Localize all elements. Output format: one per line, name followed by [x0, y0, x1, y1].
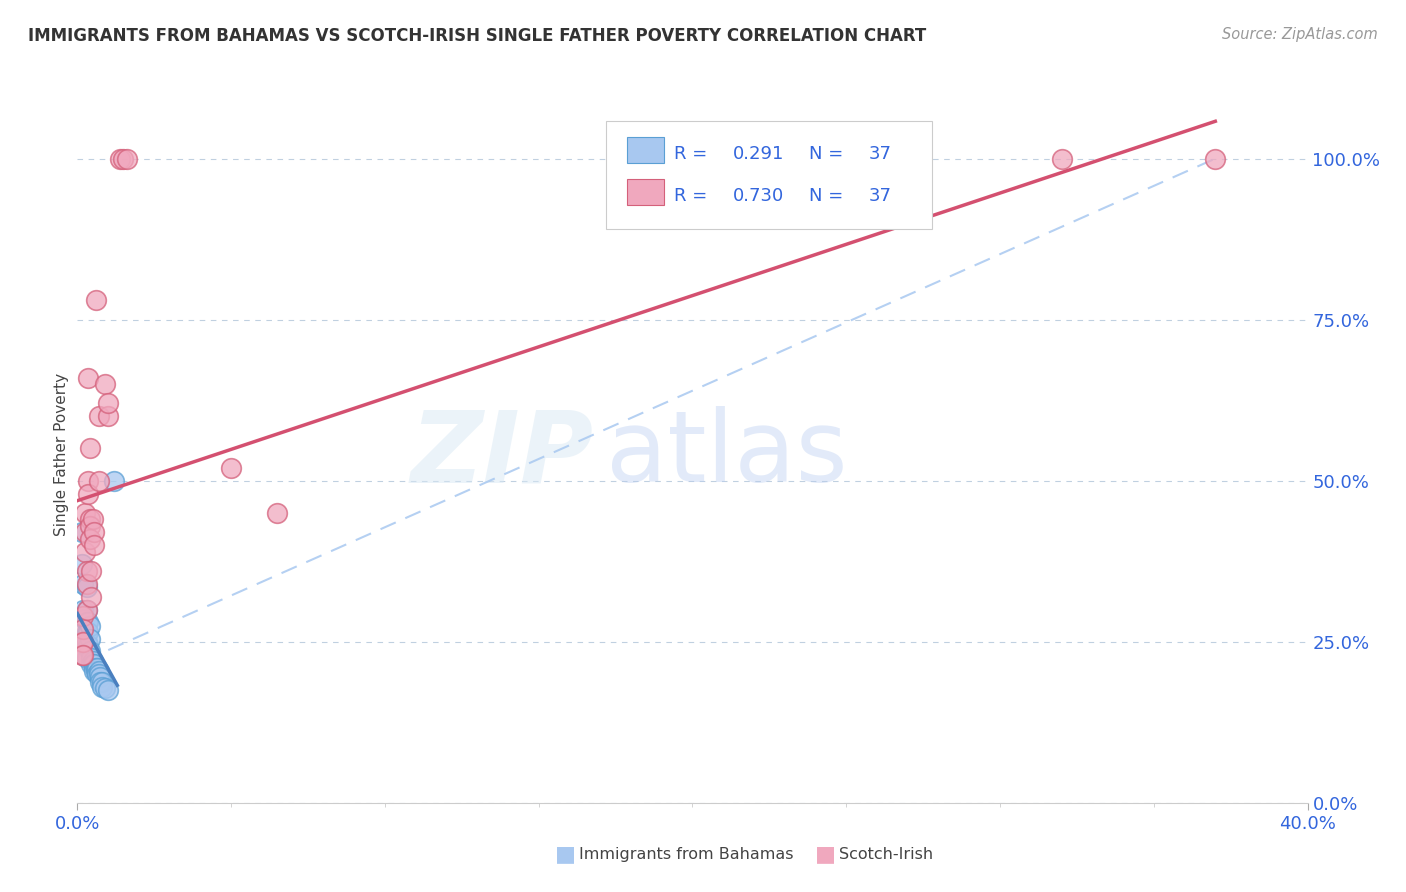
- Point: [70, 525, 93, 540]
- Point: [77, 474, 100, 488]
- FancyBboxPatch shape: [627, 178, 664, 205]
- Point: [1050, 152, 1073, 166]
- Point: [82, 512, 104, 526]
- Point: [76, 580, 98, 594]
- Point: [77, 486, 100, 500]
- Point: [79, 512, 101, 526]
- Point: [79, 632, 101, 646]
- Point: [266, 506, 288, 520]
- Point: [76, 634, 98, 648]
- FancyBboxPatch shape: [606, 121, 932, 229]
- Y-axis label: Single Father Poverty: Single Father Poverty: [53, 374, 69, 536]
- Point: [86, 667, 108, 681]
- Point: [73, 544, 96, 558]
- Text: N =: N =: [810, 145, 849, 163]
- Point: [76, 564, 98, 578]
- Point: [90, 674, 114, 689]
- Point: [77, 638, 100, 652]
- Point: [103, 474, 125, 488]
- Point: [76, 602, 98, 616]
- Point: [72, 634, 94, 648]
- Point: [87, 664, 110, 678]
- Point: [87, 667, 110, 681]
- Point: [84, 664, 107, 678]
- Point: [89, 674, 111, 689]
- Text: atlas: atlas: [606, 407, 848, 503]
- Point: [82, 654, 104, 668]
- Point: [73, 612, 96, 626]
- Point: [72, 622, 94, 636]
- Point: [77, 625, 100, 640]
- Point: [76, 615, 98, 630]
- Point: [76, 641, 98, 656]
- Point: [79, 618, 101, 632]
- Point: [87, 474, 110, 488]
- Point: [84, 660, 107, 674]
- Text: Source: ZipAtlas.com: Source: ZipAtlas.com: [1222, 27, 1378, 42]
- Point: [76, 651, 98, 665]
- Point: [80, 657, 103, 672]
- Text: ■: ■: [555, 845, 576, 864]
- Point: [110, 152, 132, 166]
- Point: [76, 625, 98, 640]
- Point: [90, 680, 114, 694]
- Point: [76, 602, 98, 616]
- Point: [86, 660, 108, 674]
- Text: ZIP: ZIP: [411, 407, 595, 503]
- Text: ■: ■: [815, 845, 837, 864]
- Point: [70, 648, 93, 662]
- Point: [83, 525, 105, 540]
- Point: [70, 634, 93, 648]
- Point: [97, 409, 120, 424]
- Point: [70, 558, 93, 572]
- Point: [89, 670, 111, 684]
- Point: [87, 409, 110, 424]
- Text: 0.291: 0.291: [733, 145, 785, 163]
- Point: [72, 648, 94, 662]
- Text: R =: R =: [673, 145, 713, 163]
- Point: [80, 590, 103, 604]
- Point: [97, 683, 120, 698]
- Point: [94, 377, 117, 392]
- Point: [83, 538, 105, 552]
- Point: [72, 576, 94, 591]
- Point: [219, 460, 242, 475]
- Point: [72, 609, 94, 624]
- Text: N =: N =: [810, 187, 849, 205]
- Point: [79, 532, 101, 546]
- Text: 37: 37: [869, 145, 891, 163]
- Point: [79, 442, 101, 456]
- Point: [79, 644, 101, 658]
- Text: 37: 37: [869, 187, 891, 205]
- Point: [80, 651, 103, 665]
- Point: [77, 615, 100, 630]
- Point: [97, 396, 120, 410]
- Text: Scotch-Irish: Scotch-Irish: [839, 847, 934, 862]
- FancyBboxPatch shape: [627, 137, 664, 163]
- Point: [72, 602, 94, 616]
- Point: [82, 657, 104, 672]
- Point: [83, 657, 105, 672]
- Point: [73, 506, 96, 520]
- Point: [112, 152, 135, 166]
- Point: [79, 518, 101, 533]
- Point: [84, 293, 107, 308]
- Text: R =: R =: [673, 187, 713, 205]
- Point: [77, 370, 100, 384]
- Point: [94, 681, 117, 695]
- Point: [73, 525, 96, 540]
- Text: IMMIGRANTS FROM BAHAMAS VS SCOTCH-IRISH SINGLE FATHER POVERTY CORRELATION CHART: IMMIGRANTS FROM BAHAMAS VS SCOTCH-IRISH …: [28, 27, 927, 45]
- Text: 0.730: 0.730: [733, 187, 785, 205]
- Text: Immigrants from Bahamas: Immigrants from Bahamas: [579, 847, 794, 862]
- Point: [80, 564, 103, 578]
- Point: [83, 664, 105, 678]
- Point: [115, 152, 138, 166]
- Point: [1204, 152, 1226, 166]
- Point: [76, 576, 98, 591]
